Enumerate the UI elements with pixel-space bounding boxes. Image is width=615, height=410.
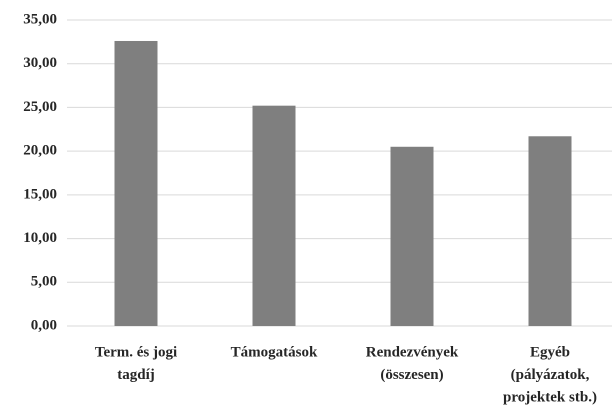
- y-tick-label: 35,00: [23, 11, 57, 27]
- x-tick-label: tagdíj: [117, 367, 155, 383]
- bar: [390, 146, 434, 326]
- bar: [528, 136, 572, 326]
- y-tick-label: 15,00: [23, 186, 57, 202]
- bar: [252, 105, 296, 327]
- y-tick-label: 25,00: [23, 99, 57, 115]
- x-tick-label: Term. és jogi: [95, 344, 177, 360]
- y-tick-label: 10,00: [23, 230, 57, 246]
- y-tick-label: 20,00: [23, 143, 57, 159]
- x-tick-label: Egyéb: [530, 344, 570, 360]
- x-tick-label: Támogatások: [231, 344, 318, 360]
- x-tick-label: (pályázatok,: [511, 367, 590, 383]
- y-tick-label: 0,00: [31, 317, 57, 333]
- x-tick-label: projektek stb.): [503, 389, 597, 405]
- bar: [114, 40, 158, 327]
- y-tick-label: 30,00: [23, 55, 57, 71]
- y-tick-label: 5,00: [31, 274, 57, 290]
- x-tick-label: (összesen): [380, 367, 443, 383]
- x-tick-label: Rendezvények: [366, 344, 459, 360]
